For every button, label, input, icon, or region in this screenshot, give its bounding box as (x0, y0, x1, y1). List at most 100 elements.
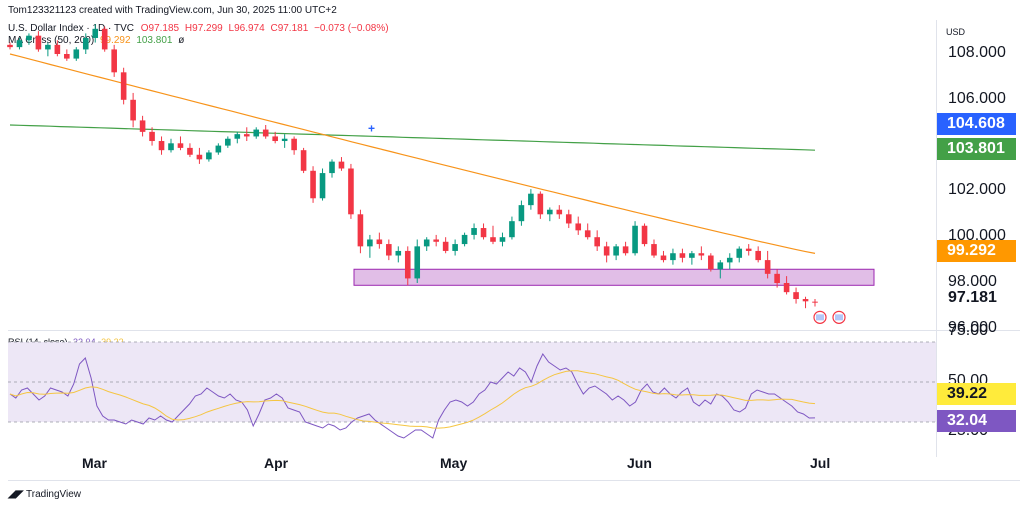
candle[interactable] (177, 136, 184, 151)
rsi-ma-line[interactable] (9, 370, 816, 429)
candle[interactable] (698, 246, 705, 261)
candle[interactable] (376, 232, 383, 249)
candle[interactable] (670, 248, 676, 265)
candle[interactable] (149, 127, 155, 146)
footer-brand[interactable]: ◢◤ TradingView (8, 489, 81, 500)
candle[interactable] (499, 232, 506, 247)
us-flag-event-icon[interactable] (832, 310, 846, 324)
candle[interactable] (755, 246, 761, 263)
candle[interactable] (802, 296, 809, 309)
candle[interactable] (717, 260, 724, 279)
candle[interactable] (641, 223, 648, 247)
candle[interactable] (404, 246, 411, 286)
candle[interactable] (490, 225, 496, 245)
candle[interactable] (92, 24, 99, 43)
candle[interactable] (196, 147, 203, 164)
candle[interactable] (338, 157, 345, 171)
candle[interactable] (35, 31, 42, 52)
candle[interactable] (26, 33, 32, 45)
candle[interactable] (300, 147, 307, 174)
candle[interactable] (101, 26, 108, 52)
candle[interactable] (187, 143, 193, 158)
candle[interactable] (82, 33, 89, 54)
candle[interactable] (660, 250, 667, 263)
candle[interactable] (603, 241, 610, 263)
us-flag-event-icon[interactable] (813, 310, 827, 324)
candle[interactable] (518, 200, 525, 226)
rsi-chart[interactable] (0, 330, 1024, 456)
candle[interactable] (442, 237, 449, 254)
candle[interactable] (54, 40, 61, 57)
candle[interactable] (310, 166, 316, 203)
candle[interactable] (357, 209, 364, 254)
candle[interactable] (793, 287, 799, 304)
candle[interactable] (537, 191, 544, 219)
candle[interactable] (575, 216, 582, 235)
candle[interactable] (461, 232, 468, 247)
candle[interactable] (243, 127, 250, 142)
candle[interactable] (632, 221, 638, 256)
candle[interactable] (395, 246, 402, 263)
ma200-line[interactable] (9, 124, 816, 151)
candle[interactable] (7, 42, 13, 50)
candle[interactable] (708, 253, 714, 272)
candle[interactable] (528, 189, 534, 210)
candle[interactable] (225, 136, 231, 148)
candle[interactable] (433, 234, 439, 247)
rsi-line[interactable] (9, 353, 816, 439)
candle[interactable] (329, 159, 335, 178)
candle[interactable] (565, 209, 572, 229)
candle[interactable] (651, 239, 657, 258)
candle[interactable] (319, 168, 326, 201)
candle[interactable] (16, 37, 23, 50)
candle[interactable] (64, 49, 70, 61)
candle[interactable] (348, 163, 354, 219)
candle[interactable] (584, 223, 591, 240)
candle[interactable] (111, 44, 117, 77)
candle[interactable] (139, 115, 146, 137)
candle[interactable] (594, 230, 600, 251)
candle[interactable] (281, 134, 288, 148)
candle[interactable] (272, 131, 278, 144)
cross-marker-icon[interactable]: + (368, 121, 375, 135)
candle[interactable] (812, 299, 818, 307)
candle[interactable] (689, 250, 695, 265)
candle[interactable] (452, 239, 458, 256)
candle[interactable] (745, 244, 752, 256)
candle[interactable] (45, 42, 51, 57)
support-zone[interactable] (353, 268, 875, 286)
ma50-line[interactable] (9, 53, 816, 254)
candle[interactable] (679, 248, 686, 263)
candle[interactable] (774, 269, 780, 288)
candle[interactable] (736, 246, 743, 263)
candle[interactable] (367, 234, 373, 258)
candle[interactable] (622, 241, 629, 256)
candle[interactable] (206, 150, 212, 162)
candle[interactable] (613, 244, 619, 261)
candle[interactable] (120, 67, 127, 105)
candle[interactable] (423, 237, 430, 251)
candle[interactable] (509, 216, 515, 240)
candle[interactable] (168, 138, 174, 153)
ma-legend-label[interactable]: MA Cross (50, 200) (8, 35, 95, 46)
candle[interactable] (73, 47, 80, 61)
candle[interactable] (471, 223, 477, 240)
candle[interactable] (130, 92, 136, 128)
candle[interactable] (556, 205, 563, 219)
candle[interactable] (158, 136, 165, 155)
candle[interactable] (480, 223, 487, 240)
candle[interactable] (386, 239, 392, 261)
candle[interactable] (547, 207, 553, 222)
candle[interactable] (764, 250, 771, 279)
candle[interactable] (262, 124, 269, 139)
currency-label[interactable]: USD (946, 27, 966, 37)
legend-symbol[interactable]: U.S. Dollar Index · 1D · TVC (8, 23, 134, 34)
candle[interactable] (215, 143, 222, 155)
candle[interactable] (783, 276, 790, 295)
candle[interactable] (291, 136, 297, 155)
price-chart[interactable]: + (0, 20, 1024, 330)
pane-divider[interactable] (8, 330, 1020, 331)
candle[interactable] (253, 127, 260, 139)
candle[interactable] (234, 131, 241, 144)
candle[interactable] (726, 253, 733, 270)
